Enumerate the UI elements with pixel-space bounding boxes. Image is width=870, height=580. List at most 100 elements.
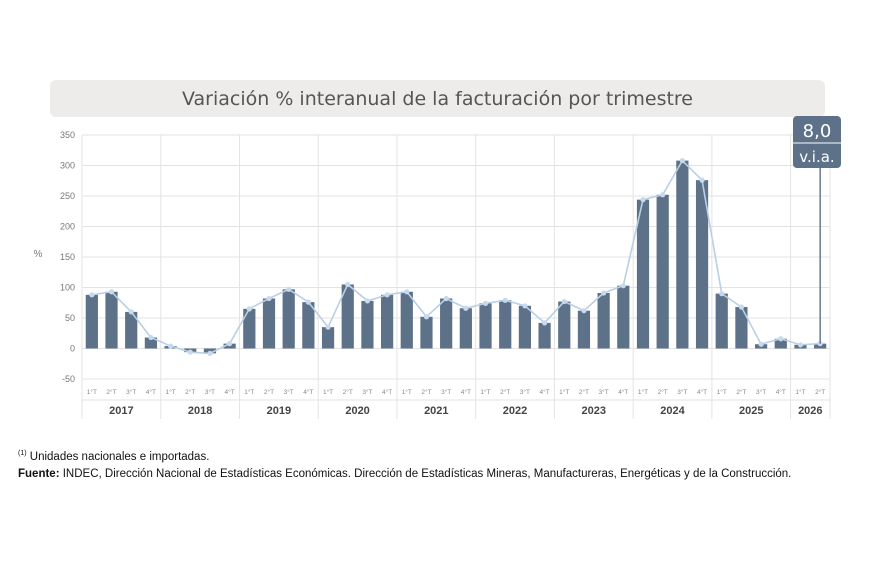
bar — [459, 308, 472, 349]
x-tick-label: 2°T — [264, 388, 274, 396]
x-tick-label: 2°T — [500, 388, 510, 396]
x-tick-label: 3°T — [756, 388, 766, 396]
point-marker — [207, 350, 213, 356]
year-label: 2020 — [345, 405, 369, 417]
year-label: 2025 — [739, 405, 763, 417]
chart-title: Variación % interanual de la facturación… — [182, 87, 693, 110]
bar — [538, 322, 551, 349]
y-tick-label: 0 — [70, 344, 75, 354]
chart-notes: (1) Unidades nacionales e importadas. Fu… — [18, 450, 791, 485]
source-text: INDEC, Dirección Nacional de Estadística… — [62, 467, 792, 480]
callout-value: 8,0 — [803, 121, 832, 142]
year-label: 2017 — [109, 405, 133, 417]
bar — [420, 316, 433, 349]
x-tick-label: 1°T — [480, 388, 490, 396]
bar — [597, 292, 610, 349]
x-tick-label: 4°T — [776, 388, 786, 396]
point-marker — [246, 306, 252, 312]
point-marker — [286, 286, 292, 292]
point-marker — [522, 303, 528, 309]
point-marker — [660, 192, 666, 198]
bar — [400, 291, 413, 349]
year-label: 2026 — [798, 405, 822, 417]
footnote-mark: (1) — [18, 450, 27, 457]
bar — [479, 303, 492, 349]
footnote: (1) Unidades nacionales e importadas. — [18, 450, 791, 463]
series-line — [91, 159, 821, 355]
x-tick-label: 4°T — [461, 388, 471, 396]
point-marker — [561, 298, 567, 305]
bar — [361, 300, 374, 349]
point-marker — [384, 292, 390, 298]
point-marker — [167, 343, 174, 349]
bar — [381, 294, 394, 349]
bar — [144, 337, 157, 349]
bar — [715, 293, 728, 349]
year-label: 2023 — [582, 405, 606, 417]
x-tick-label: 3°T — [599, 388, 609, 396]
x-tick-label: 4°T — [618, 388, 628, 396]
point-marker — [482, 300, 489, 306]
bar — [499, 300, 512, 349]
y-axis-label: % — [34, 249, 43, 260]
point-marker — [797, 342, 804, 348]
x-tick-label: 4°T — [382, 388, 392, 396]
x-tick-label: 4°T — [146, 388, 156, 396]
x-tick-label: 4°T — [225, 388, 235, 396]
point-marker — [502, 297, 508, 303]
point-marker — [640, 197, 646, 203]
point-marker — [699, 177, 705, 183]
point-marker — [266, 295, 272, 302]
point-marker — [404, 289, 410, 295]
point-marker — [345, 281, 351, 288]
x-tick-label: 1°T — [323, 388, 333, 396]
point-marker — [187, 349, 193, 355]
bar-chart: 350 300 250 200 150 100 50 0 -50% 1°T 2°T 3°T 4°T 1°T… — [34, 116, 841, 419]
y-tick-label: 150 — [60, 252, 75, 262]
x-tick-label: 1°T — [402, 388, 412, 396]
y-tick-label: 100 — [60, 283, 75, 293]
point-marker — [108, 289, 115, 295]
bar — [282, 289, 295, 349]
x-tick-label: 1°T — [87, 388, 97, 396]
x-tick-label: 1°T — [717, 388, 727, 396]
bar — [518, 305, 531, 349]
x-tick-label: 2°T — [815, 388, 825, 396]
year-label: 2021 — [424, 405, 448, 417]
x-tick-label: 3°T — [677, 388, 687, 396]
year-label: 2024 — [660, 405, 685, 417]
point-marker — [89, 292, 95, 298]
bar — [695, 180, 709, 349]
point-marker — [227, 341, 233, 347]
year-label: 2018 — [188, 405, 212, 417]
bar — [577, 310, 591, 349]
point-marker — [325, 324, 331, 330]
bar — [636, 199, 650, 349]
point-marker — [148, 334, 154, 341]
year-label: 2022 — [503, 405, 527, 417]
x-tick-label: 3°T — [284, 388, 294, 396]
x-tick-label: 2°T — [658, 388, 668, 396]
x-tick-label: 3°T — [126, 388, 136, 396]
x-tick-label: 3°T — [205, 388, 215, 396]
x-tick-label: 2°T — [579, 388, 589, 396]
x-tick-label: 1°T — [244, 388, 254, 396]
bar — [617, 285, 630, 349]
y-tick-label: 50 — [65, 313, 75, 323]
bar — [105, 291, 118, 349]
y-tick-label: 350 — [60, 130, 75, 140]
x-tick-label: 2°T — [343, 388, 353, 396]
footnote-text: Unidades nacionales e importadas. — [29, 450, 210, 463]
point-marker — [443, 295, 449, 302]
bar — [735, 307, 748, 349]
x-tick-label: 3°T — [362, 388, 372, 396]
point-marker — [423, 314, 430, 320]
y-tick-label: 300 — [60, 161, 75, 171]
bar — [341, 284, 354, 349]
bar — [676, 160, 689, 349]
x-tick-label: 1°T — [795, 388, 805, 396]
point-marker — [620, 283, 626, 289]
bar — [321, 327, 335, 349]
point-marker — [778, 336, 784, 342]
x-tick-label: 4°T — [539, 388, 549, 396]
